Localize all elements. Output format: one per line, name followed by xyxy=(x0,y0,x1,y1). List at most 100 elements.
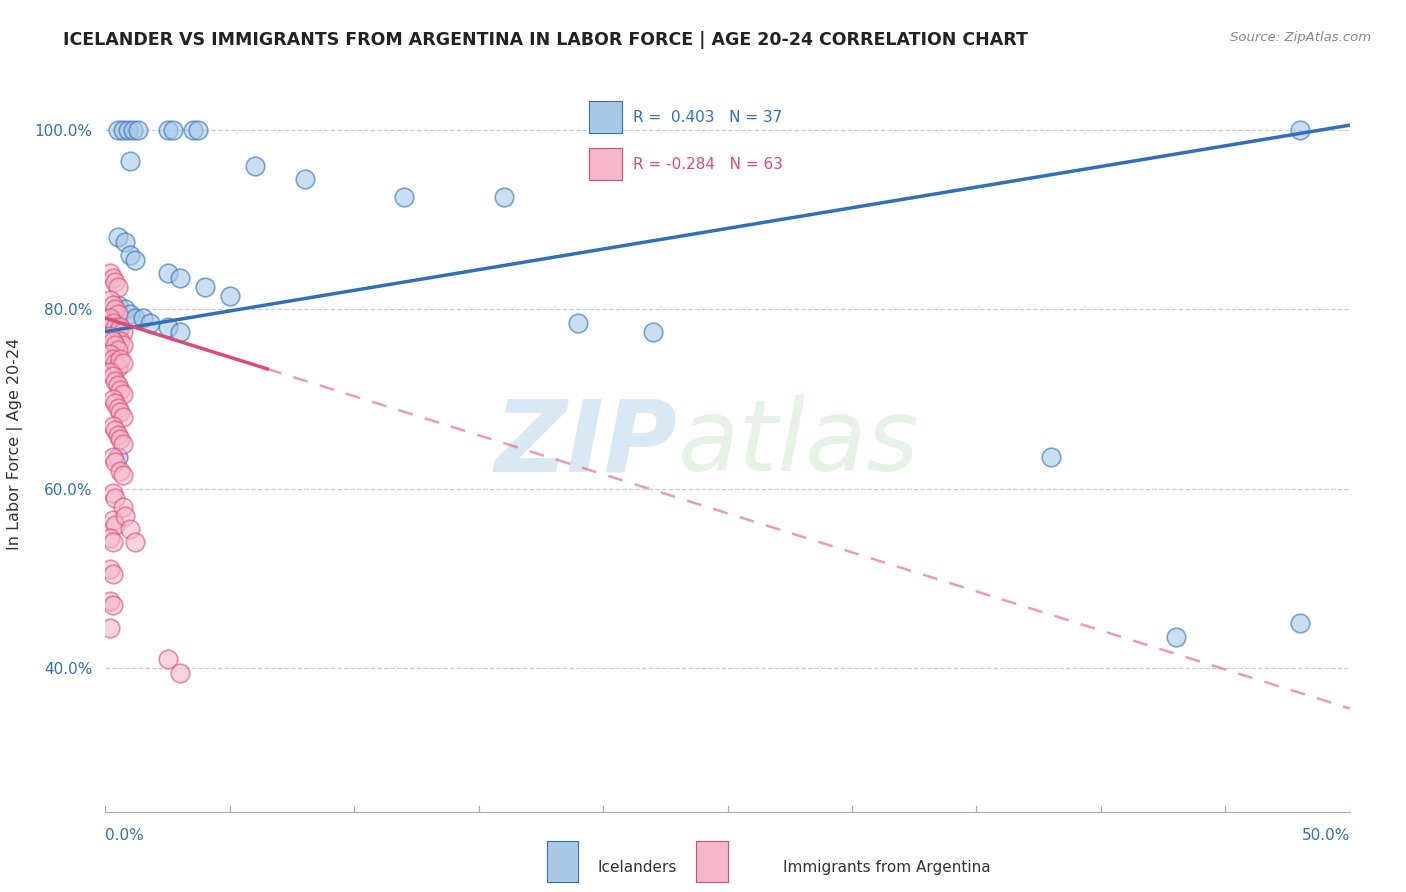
Point xyxy=(120,522,142,536)
Point xyxy=(104,374,127,388)
Point xyxy=(243,159,266,173)
Point xyxy=(114,235,136,249)
Point xyxy=(124,252,146,267)
Text: Immigrants from Argentina: Immigrants from Argentina xyxy=(783,860,991,874)
Text: Icelanders: Icelanders xyxy=(598,860,676,874)
Point xyxy=(104,320,127,334)
Point xyxy=(101,351,124,366)
Point xyxy=(100,621,122,635)
Point xyxy=(169,665,191,680)
Point xyxy=(162,122,184,136)
Point xyxy=(104,455,127,469)
Point xyxy=(101,450,124,465)
Point xyxy=(114,508,136,523)
Y-axis label: In Labor Force | Age 20-24: In Labor Force | Age 20-24 xyxy=(7,338,22,549)
Point xyxy=(101,418,124,433)
Text: Source: ZipAtlas.com: Source: ZipAtlas.com xyxy=(1230,31,1371,45)
Point xyxy=(100,329,122,343)
Point xyxy=(492,190,515,204)
Point xyxy=(100,266,122,280)
Point xyxy=(101,566,124,581)
Point xyxy=(110,383,132,397)
Text: ZIP: ZIP xyxy=(495,395,678,492)
Point xyxy=(124,535,146,549)
Point xyxy=(392,190,415,204)
Point xyxy=(107,427,129,442)
Point xyxy=(120,248,142,262)
Point xyxy=(101,392,124,406)
Point xyxy=(156,122,179,136)
Point xyxy=(111,325,134,339)
Point xyxy=(641,325,664,339)
Point xyxy=(110,464,132,478)
Point xyxy=(156,652,179,666)
Point xyxy=(107,122,129,136)
Point xyxy=(567,316,589,330)
Point xyxy=(169,270,191,285)
Point xyxy=(101,486,124,500)
Point xyxy=(186,122,208,136)
Point xyxy=(1289,616,1312,631)
Point xyxy=(101,334,124,348)
Point xyxy=(100,531,122,545)
Point xyxy=(110,320,132,334)
Point xyxy=(107,307,129,321)
Point xyxy=(104,491,127,505)
Point xyxy=(107,230,129,244)
Point xyxy=(107,450,129,465)
Point xyxy=(107,378,129,392)
Point xyxy=(101,270,124,285)
Point xyxy=(1164,630,1187,644)
Point xyxy=(107,298,129,312)
Point xyxy=(107,343,129,357)
Point xyxy=(100,594,122,608)
Point xyxy=(1289,122,1312,136)
Point xyxy=(181,122,204,136)
Point xyxy=(101,599,124,613)
Point xyxy=(294,172,316,186)
Point xyxy=(110,351,132,366)
Point xyxy=(120,307,142,321)
Point xyxy=(101,298,124,312)
Point xyxy=(107,360,129,375)
Point xyxy=(100,365,122,379)
Point xyxy=(121,122,143,136)
Point xyxy=(120,154,142,169)
Point xyxy=(111,409,134,424)
Point xyxy=(107,401,129,415)
Point xyxy=(110,405,132,419)
Point xyxy=(111,338,134,352)
Point xyxy=(111,500,134,514)
Point xyxy=(110,334,132,348)
Point xyxy=(101,316,124,330)
Point xyxy=(111,387,134,401)
Point xyxy=(101,369,124,384)
Point xyxy=(139,316,162,330)
Point xyxy=(101,513,124,527)
Point xyxy=(104,338,127,352)
Point xyxy=(156,320,179,334)
Point xyxy=(114,302,136,317)
Point xyxy=(110,432,132,446)
Point xyxy=(219,288,242,302)
Point xyxy=(132,311,155,326)
Point xyxy=(107,279,129,293)
Point xyxy=(104,275,127,289)
Text: atlas: atlas xyxy=(678,395,920,492)
Point xyxy=(104,423,127,437)
Point xyxy=(117,122,139,136)
Point xyxy=(111,468,134,483)
Point xyxy=(1040,450,1063,465)
Point xyxy=(194,279,217,293)
Point xyxy=(100,347,122,361)
Point xyxy=(169,325,191,339)
Text: 0.0%: 0.0% xyxy=(105,828,145,843)
Text: ICELANDER VS IMMIGRANTS FROM ARGENTINA IN LABOR FORCE | AGE 20-24 CORRELATION CH: ICELANDER VS IMMIGRANTS FROM ARGENTINA I… xyxy=(63,31,1028,49)
Point xyxy=(111,122,134,136)
Point xyxy=(100,562,122,576)
Point xyxy=(100,293,122,308)
Point xyxy=(101,535,124,549)
Point xyxy=(111,436,134,450)
Point xyxy=(100,311,122,326)
Point xyxy=(127,122,149,136)
